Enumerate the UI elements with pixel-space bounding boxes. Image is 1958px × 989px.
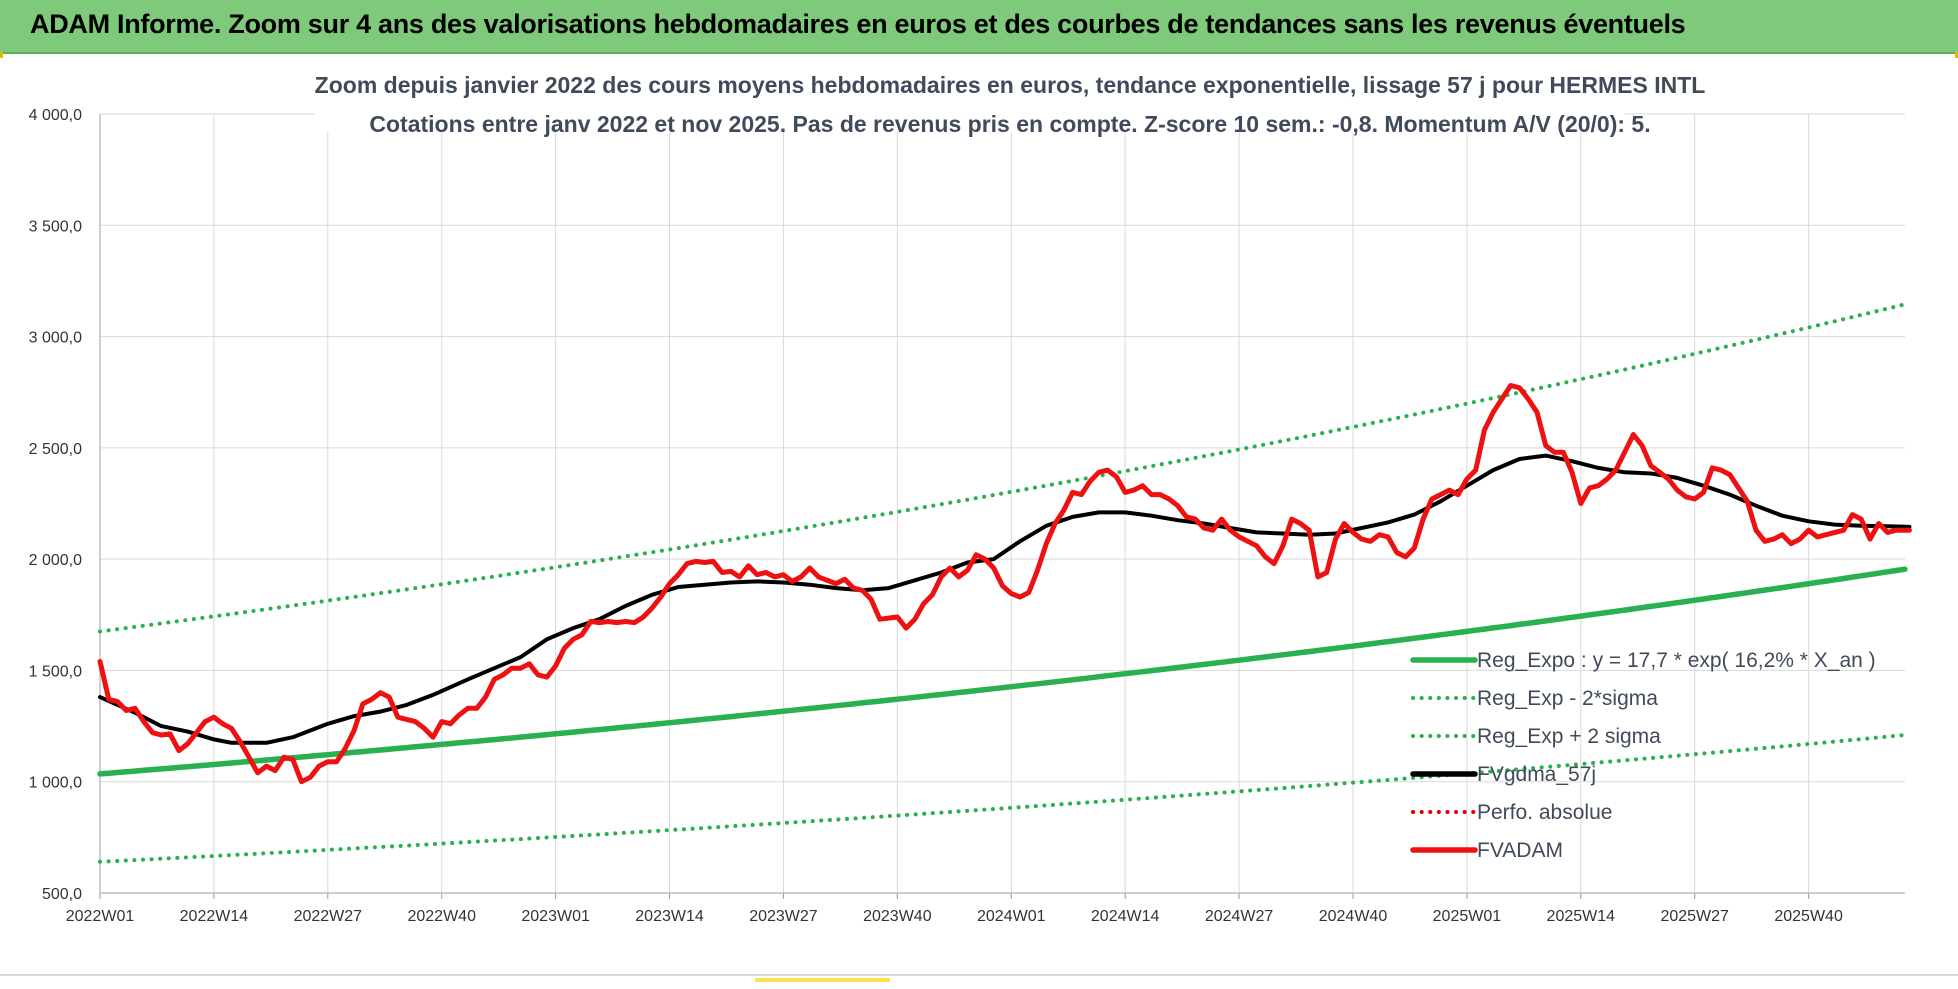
chart-legend: Reg_Expo : y = 17,7 * exp( 16,2% * X_an … [1405,638,1885,866]
series-line-reg-exp-2-sigma [98,302,1907,634]
x-tick-label: 2025W14 [1547,908,1616,925]
x-tick-label: 2024W01 [977,908,1046,925]
y-tick-label: 500,0 [42,886,82,903]
legend-box [1405,638,1885,866]
title-backdrop [315,60,1625,132]
y-tick-label: 4 000,0 [29,107,82,124]
x-tick-label: 2025W01 [1433,908,1502,925]
legend-label: Reg_Exp - 2*sigma [1477,687,1658,710]
x-tick-label: 2023W01 [521,908,590,925]
chart-area: 500,0 1 000,0 1 500,0 2 000,0 2 500,0 3 000,0… [0,52,1958,984]
line-chart: 500,0 1 000,0 1 500,0 2 000,0 2 500,0 3 000,0… [29,60,1912,925]
x-tick-label: 2023W14 [635,908,704,925]
legend-label: FVADAM [1477,839,1563,862]
frame-bottom-line [0,974,1958,976]
x-tick-label: 2024W14 [1091,908,1160,925]
x-tick-label: 2025W27 [1660,908,1729,925]
series-line-fvadam [97,383,1912,785]
legend-label: FVgdma_57j [1477,763,1596,786]
corner-marker-right [1955,52,1958,58]
chart-subtitle: Cotations entre janv 2022 et nov 2025. P… [369,111,1650,137]
y-tick-label: 2 000,0 [29,552,82,569]
chart-title: Zoom depuis janvier 2022 des cours moyen… [315,72,1706,98]
x-tick-label: 2022W01 [66,908,135,925]
series-line-reg-exp-2-sigma [98,733,1907,864]
chart-axes: 500,0 1 000,0 1 500,0 2 000,0 2 500,0 3 000,0… [29,107,1905,925]
y-tick-label: 1 500,0 [29,663,82,680]
x-tick-label: 2023W40 [863,908,932,925]
sheet-tab-marker [755,978,890,982]
x-tick-label: 2024W27 [1205,908,1274,925]
series-layer [97,302,1912,864]
legend-label: Perfo. absolue [1477,801,1612,824]
report-title: ADAM Informe. Zoom sur 4 ans des valoris… [30,9,1686,39]
y-tick-label: 3 500,0 [29,218,82,235]
y-tick-label: 1 000,0 [29,775,82,792]
legend-label: Reg_Expo : y = 17,7 * exp( 16,2% * X_an … [1477,649,1876,672]
report-banner: ADAM Informe. Zoom sur 4 ans des valoris… [0,0,1958,54]
y-tick-label: 2 500,0 [29,441,82,458]
x-tick-label: 2024W40 [1319,908,1388,925]
x-tick-label: 2023W27 [749,908,818,925]
x-tick-label: 2022W40 [407,908,476,925]
x-tick-label: 2022W27 [294,908,363,925]
corner-marker-left [0,52,3,58]
legend-label: Reg_Exp + 2 sigma [1477,725,1661,748]
y-tick-label: 3 000,0 [29,330,82,347]
series-line-reg-expo-y-17-7-exp-16-2-x-an [97,566,1908,777]
chart-grid [100,113,1905,893]
x-tick-label: 2022W14 [180,908,249,925]
x-tick-label: 2025W40 [1774,908,1843,925]
